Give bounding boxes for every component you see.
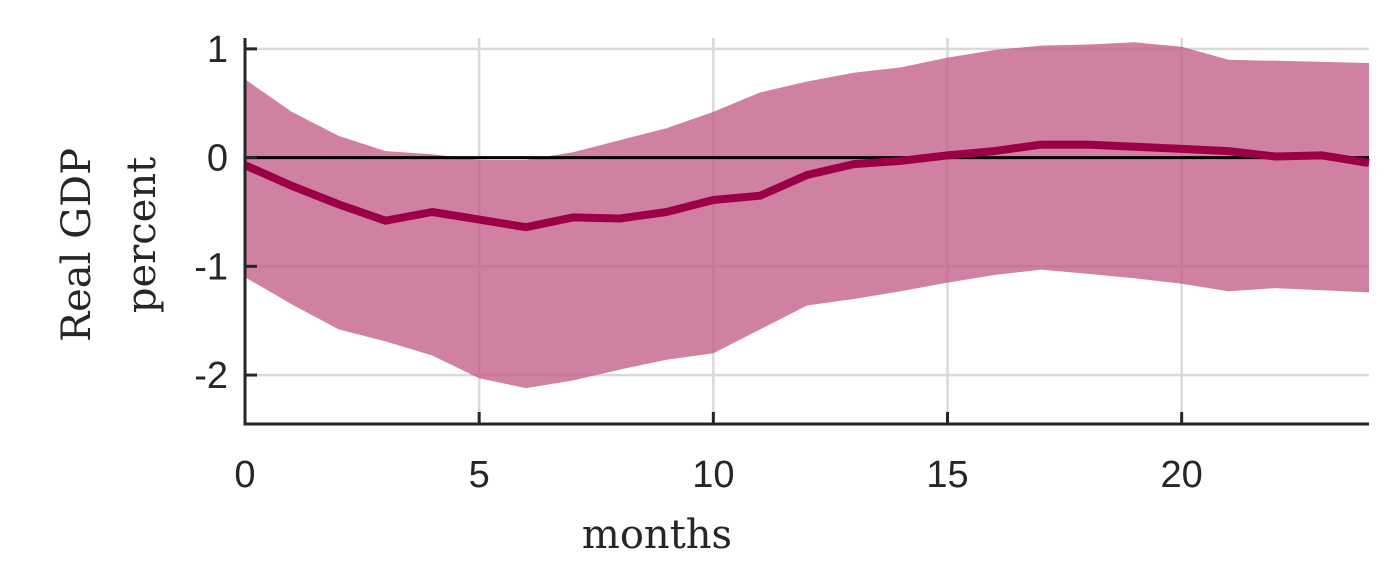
y-tick-label: -1 xyxy=(194,246,228,288)
x-tick-label: 15 xyxy=(926,454,968,496)
x-tick-labels: 0 5 10 15 20 xyxy=(234,454,1202,496)
y-tick-label: -2 xyxy=(194,355,228,397)
axes xyxy=(243,38,1369,426)
x-tick-label: 5 xyxy=(469,454,490,496)
x-tick-label: 10 xyxy=(692,454,734,496)
y-tick-label: 1 xyxy=(207,29,228,71)
y-axis-title-line-1: Real GDP xyxy=(54,148,100,342)
x-tick-label: 20 xyxy=(1161,454,1203,496)
y-axis-title-line-2: percent xyxy=(119,157,165,313)
y-tick-label: 0 xyxy=(207,138,228,180)
median-line xyxy=(243,140,1370,232)
y-tick-labels: -2 -1 0 1 xyxy=(194,29,228,397)
x-axis-title: months xyxy=(582,512,732,558)
confidence-band xyxy=(245,42,1369,389)
x-tick-label: 0 xyxy=(234,454,255,496)
